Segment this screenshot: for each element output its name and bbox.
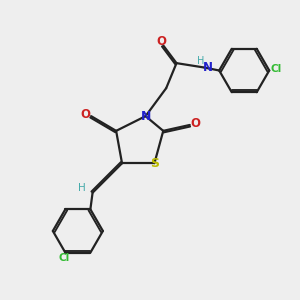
Text: Cl: Cl bbox=[58, 253, 70, 263]
Text: Cl: Cl bbox=[270, 64, 281, 74]
Text: H: H bbox=[77, 183, 85, 193]
Text: H: H bbox=[197, 56, 205, 66]
Text: O: O bbox=[157, 34, 167, 48]
Text: O: O bbox=[81, 108, 91, 121]
Text: N: N bbox=[140, 110, 151, 123]
Text: S: S bbox=[150, 157, 159, 170]
Text: N: N bbox=[202, 61, 212, 74]
Text: O: O bbox=[190, 117, 201, 130]
